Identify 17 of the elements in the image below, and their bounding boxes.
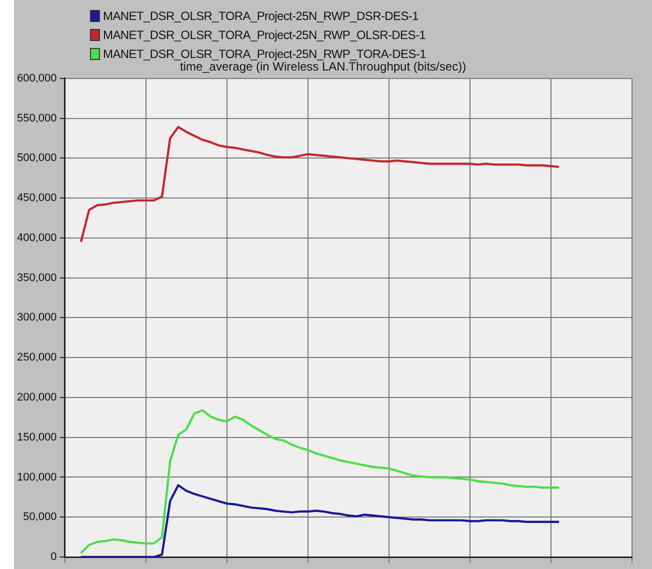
y-tick-label: 150,000 xyxy=(16,431,57,444)
y-tick-label: 50,000 xyxy=(23,511,57,524)
y-tick-label: 300,000 xyxy=(16,312,57,324)
y-tick-label: 600,000 xyxy=(16,72,57,84)
y-tick-label: 0 xyxy=(50,551,57,564)
y-tick-label: 450,000 xyxy=(16,192,57,204)
legend-label: MANET_DSR_OLSR_TORA_Project-25N_RWP_OLSR-DES-1 xyxy=(103,28,426,42)
y-tick-label: 500,000 xyxy=(16,152,57,164)
y-tick-label: 550,000 xyxy=(16,112,57,124)
y-tick-label: 200,000 xyxy=(16,392,57,404)
y-tick-label: 100,000 xyxy=(16,471,57,484)
y-tick-label: 350,000 xyxy=(16,272,57,284)
legend-label: MANET_DSR_OLSR_TORA_Project-25N_RWP_DSR-DES-1 xyxy=(103,8,418,22)
y-tick-label: 400,000 xyxy=(16,232,57,244)
y-tick-label: 250,000 xyxy=(16,352,57,364)
legend-label: MANET_DSR_OLSR_TORA_Project-25N_RWP_TORA-DES-1 xyxy=(103,46,426,60)
chart-title: time_average (in Wireless LAN.Throughput (bits/sec)) xyxy=(180,60,466,74)
